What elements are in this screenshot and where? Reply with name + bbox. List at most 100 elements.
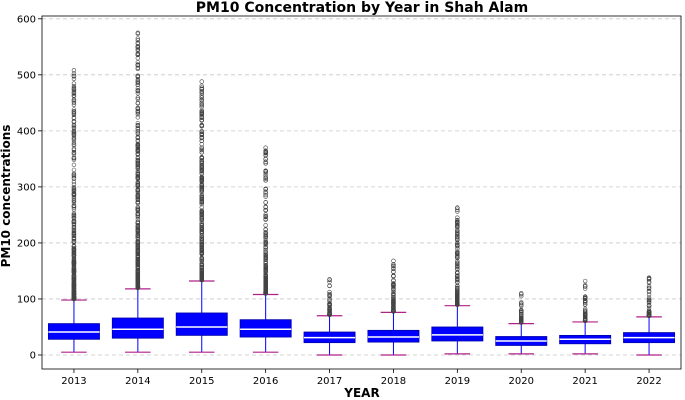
- flier-point: [71, 97, 77, 102]
- flier-point: [263, 212, 268, 217]
- flier-point: [71, 227, 77, 233]
- flier-point: [135, 48, 141, 53]
- flier-point: [71, 205, 77, 210]
- flier-point: [135, 240, 141, 245]
- flier-point: [455, 255, 460, 260]
- flier-point: [71, 100, 77, 105]
- y-tick-label: 200: [17, 238, 36, 249]
- flier-point: [135, 278, 141, 284]
- box-group: [175, 79, 228, 353]
- flier-point: [455, 270, 460, 275]
- flier-point: [71, 284, 77, 289]
- flier-point: [327, 298, 332, 304]
- flier-point: [135, 212, 141, 217]
- flier-point: [135, 205, 141, 210]
- flier-point: [263, 170, 268, 176]
- flier-point: [135, 95, 141, 100]
- x-axis-label: YEAR: [343, 386, 379, 400]
- flier-point: [391, 281, 396, 286]
- flier-point: [263, 178, 268, 183]
- flier-point: [135, 66, 141, 72]
- flier-point: [135, 233, 141, 239]
- flier-point: [135, 214, 141, 220]
- flier-point: [135, 248, 141, 253]
- plot-frame: [41, 15, 682, 370]
- flier-point: [135, 192, 141, 197]
- flier-point: [71, 109, 77, 114]
- flier-point: [135, 183, 141, 188]
- flier-point: [455, 205, 460, 210]
- flier-point: [646, 310, 652, 315]
- box: [431, 326, 484, 342]
- box: [239, 319, 292, 338]
- flier-point: [71, 259, 77, 265]
- flier-point: [455, 242, 460, 247]
- flier-point: [263, 272, 268, 278]
- flier-point: [327, 310, 332, 315]
- flier-point: [391, 286, 396, 291]
- flier-point: [135, 100, 141, 106]
- y-tick-label: 600: [17, 14, 36, 25]
- flier-point: [199, 160, 204, 165]
- flier-point: [71, 203, 77, 209]
- flier-point: [199, 168, 204, 173]
- flier-point: [199, 221, 204, 226]
- flier-point: [582, 300, 588, 305]
- flier-point: [71, 76, 77, 82]
- flier-point: [199, 83, 204, 89]
- flier-point: [263, 250, 268, 255]
- flier-point: [455, 264, 460, 269]
- x-tick-label: 2019: [445, 376, 470, 387]
- flier-point: [135, 88, 141, 94]
- flier-point: [199, 262, 204, 268]
- flier-point: [135, 285, 141, 290]
- flier-point: [135, 197, 141, 203]
- flier-point: [199, 251, 204, 257]
- flier-point: [135, 115, 141, 120]
- flier-point: [199, 199, 204, 205]
- flier-point: [135, 36, 141, 41]
- flier-point: [455, 229, 460, 235]
- flier-point: [199, 201, 204, 207]
- flier-point: [135, 60, 141, 65]
- x-tick-label: 2020: [509, 376, 534, 387]
- flier-point: [71, 150, 77, 156]
- flier-point: [71, 254, 77, 260]
- flier-point: [582, 318, 588, 323]
- flier-point: [391, 283, 396, 288]
- flier-point: [582, 278, 588, 284]
- flier-point: [199, 111, 204, 117]
- flier-point: [327, 279, 332, 285]
- flier-point: [263, 187, 268, 192]
- flier-point: [71, 155, 77, 161]
- flier-point: [135, 206, 141, 211]
- flier-point: [646, 305, 652, 311]
- flier-point: [71, 172, 77, 178]
- flier-point: [135, 227, 141, 232]
- flier-point: [135, 266, 141, 271]
- flier-point: [263, 288, 268, 293]
- flier-point: [71, 296, 77, 301]
- flier-point: [199, 147, 204, 153]
- flier-point: [199, 258, 204, 263]
- flier-point: [135, 30, 141, 36]
- flier-point: [199, 268, 204, 273]
- flier-point: [391, 263, 396, 269]
- flier-point: [519, 291, 524, 296]
- flier-point: [455, 301, 460, 306]
- flier-point: [455, 289, 460, 294]
- flier-point: [327, 301, 332, 307]
- flier-point: [263, 216, 268, 222]
- flier-point: [135, 106, 141, 111]
- flier-point: [199, 229, 204, 234]
- flier-point: [199, 261, 204, 266]
- flier-point: [646, 283, 652, 289]
- flier-point: [135, 176, 141, 181]
- flier-point: [71, 110, 77, 115]
- flier-point: [263, 270, 268, 276]
- flier-point: [199, 174, 204, 180]
- flier-point: [71, 230, 77, 236]
- flier-point: [71, 198, 77, 203]
- flier-point: [455, 273, 460, 278]
- flier-point: [71, 212, 77, 217]
